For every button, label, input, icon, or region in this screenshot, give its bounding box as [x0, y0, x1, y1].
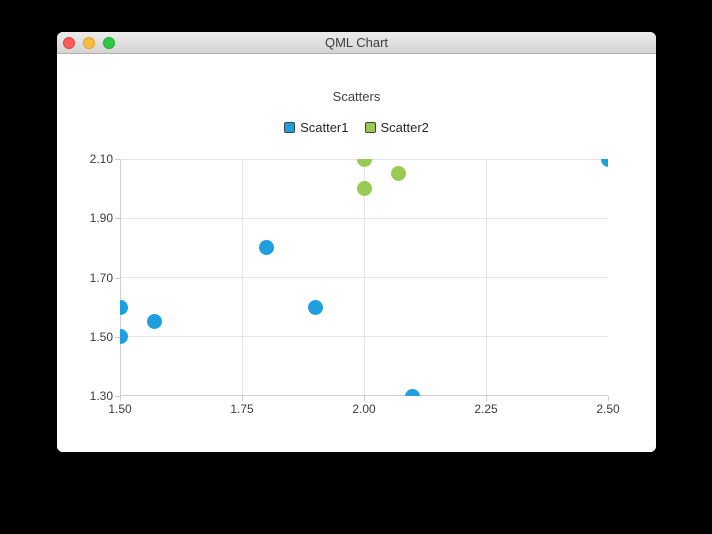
minimize-button[interactable]	[83, 37, 95, 49]
horizontal-gridline	[120, 217, 608, 219]
y-tick-mark	[115, 159, 120, 160]
scatter-point-scatter2	[356, 159, 372, 167]
scatter-point-scatter1	[600, 159, 608, 167]
x-tick-label: 1.50	[108, 402, 132, 416]
close-button[interactable]	[63, 37, 75, 49]
scatter-point-scatter1	[258, 240, 274, 256]
scatter-point-scatter1	[307, 299, 323, 315]
legend-marker-icon	[364, 121, 376, 133]
y-axis-line	[120, 159, 121, 396]
legend-marker-icon	[284, 121, 296, 133]
x-tick-mark	[242, 396, 243, 401]
x-tick-label: 2.50	[596, 402, 620, 416]
legend-item-scatter1[interactable]: Scatter1	[284, 119, 349, 135]
y-tick-mark	[115, 336, 120, 338]
scatter-point-scatter2	[356, 181, 372, 197]
horizontal-gridline	[120, 336, 608, 338]
chart-area: Scatters Scatter1 Scatter2 1.50 1.75 2.00 2.…	[57, 54, 656, 452]
chart-title: Scatters	[332, 89, 381, 104]
scatter-point-scatter1	[405, 388, 421, 396]
legend-label: Scatter2	[380, 119, 429, 135]
x-tick-mark	[486, 396, 487, 401]
traffic-light-buttons	[63, 37, 115, 49]
zoom-button[interactable]	[103, 37, 115, 49]
app-window: QML Chart Scatters Scatter1 Scatter2 1.50…	[57, 32, 656, 452]
x-tick-mark	[364, 396, 365, 401]
legend-label: Scatter1	[300, 119, 349, 135]
y-tick-mark	[115, 277, 120, 279]
horizontal-gridline	[120, 277, 608, 278]
x-tick-label: 2.00	[352, 402, 376, 416]
x-tick-mark	[120, 396, 121, 401]
y-tick-label: 2.10	[89, 152, 113, 166]
y-tick-mark	[115, 396, 120, 397]
scatter-point-scatter1	[120, 329, 128, 345]
y-tick-mark	[115, 218, 120, 220]
scatter-point-scatter1	[120, 299, 128, 315]
x-tick-label: 2.25	[474, 402, 498, 416]
x-tick-label: 1.75	[230, 402, 254, 416]
y-tick-label: 1.70	[89, 270, 113, 285]
y-tick-label: 1.30	[89, 389, 113, 403]
x-axis-line	[120, 395, 608, 396]
y-tick-label: 1.50	[89, 329, 113, 344]
scatter-point-scatter1	[146, 314, 162, 330]
chart-legend: Scatter1 Scatter2	[57, 118, 656, 136]
plot-area	[120, 159, 608, 396]
window-titlebar[interactable]: QML Chart	[57, 32, 656, 54]
window-title: QML Chart	[324, 35, 389, 50]
x-tick-mark	[608, 396, 609, 401]
scatter-point-scatter2	[390, 166, 406, 182]
y-tick-label: 1.90	[89, 211, 113, 226]
legend-item-scatter2[interactable]: Scatter2	[364, 119, 429, 135]
